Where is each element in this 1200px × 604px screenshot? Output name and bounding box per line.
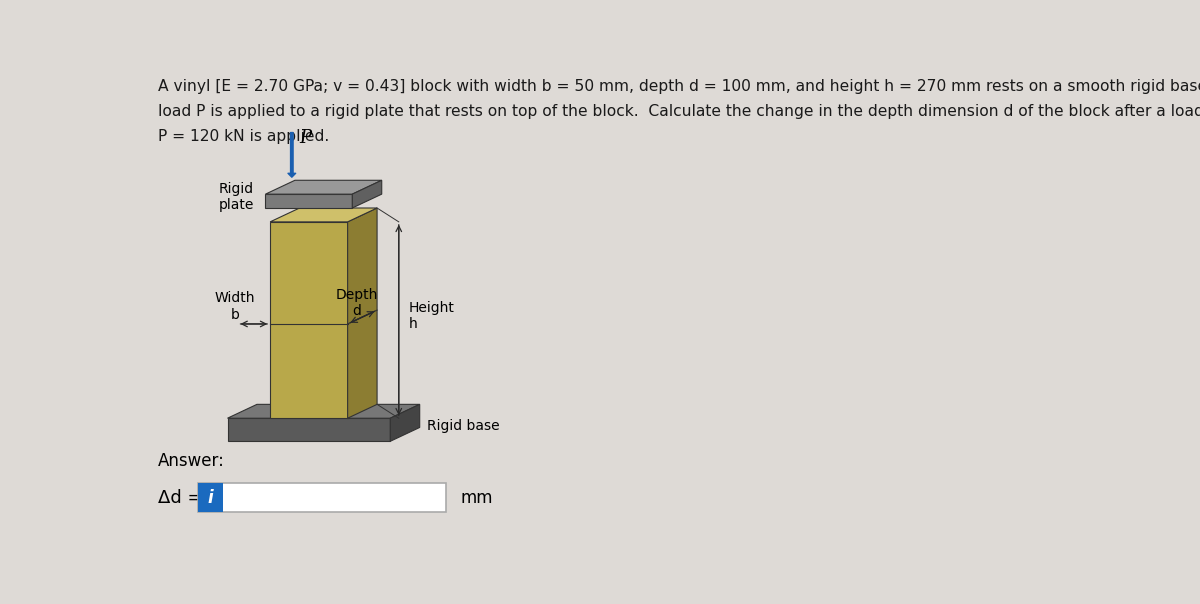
Text: Rigid base: Rigid base xyxy=(427,419,500,432)
Polygon shape xyxy=(270,222,348,418)
Text: P: P xyxy=(300,129,312,147)
Text: mm: mm xyxy=(460,489,492,507)
Text: Height
h: Height h xyxy=(409,301,455,331)
Polygon shape xyxy=(348,208,377,418)
Text: Δd =: Δd = xyxy=(157,489,203,507)
Text: P = 120 kN is applied.: P = 120 kN is applied. xyxy=(157,129,329,144)
Polygon shape xyxy=(265,194,353,208)
Polygon shape xyxy=(270,208,377,222)
Polygon shape xyxy=(353,180,382,208)
Polygon shape xyxy=(228,418,390,442)
Polygon shape xyxy=(265,180,382,194)
Text: Answer:: Answer: xyxy=(157,452,224,470)
FancyBboxPatch shape xyxy=(198,483,446,512)
Polygon shape xyxy=(390,404,420,442)
FancyBboxPatch shape xyxy=(198,483,223,512)
Text: Width
b: Width b xyxy=(215,292,256,322)
Text: Depth
d: Depth d xyxy=(335,288,378,318)
Text: Rigid
plate: Rigid plate xyxy=(218,182,254,213)
Text: load P is applied to a rigid plate that rests on top of the block.  Calculate th: load P is applied to a rigid plate that … xyxy=(157,104,1200,119)
Text: i: i xyxy=(208,489,214,507)
Polygon shape xyxy=(228,404,420,418)
Text: A vinyl [E = 2.70 GPa; v = 0.43] block with width b = 50 mm, depth d = 100 mm, a: A vinyl [E = 2.70 GPa; v = 0.43] block w… xyxy=(157,79,1200,94)
